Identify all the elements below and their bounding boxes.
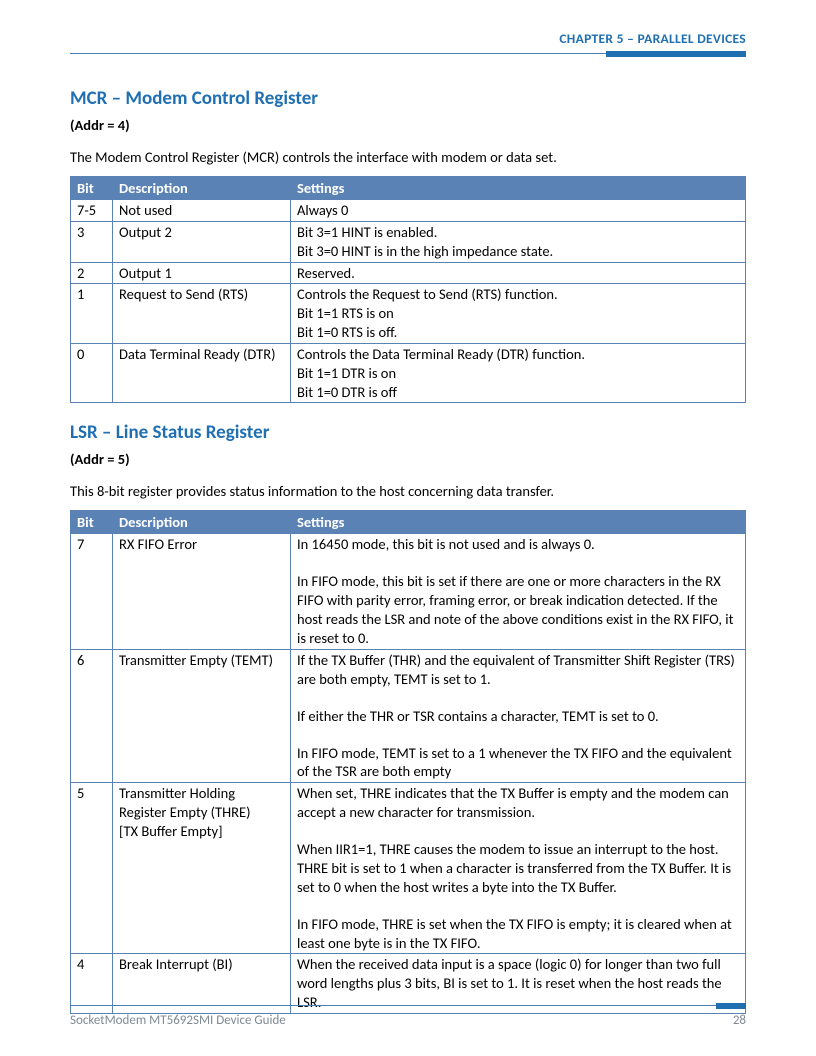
table-row: 3Output 2Bit 3=1 HINT is enabled.Bit 3=0… <box>71 221 746 262</box>
cell-bit: 1 <box>71 284 113 344</box>
cell-bit: 5 <box>71 783 113 954</box>
mcr-intro: The Modem Control Register (MCR) control… <box>70 148 746 166</box>
footer-rule <box>70 1003 746 1009</box>
cell-settings: If the TX Buffer (THR) and the equivalen… <box>291 649 746 782</box>
cell-description: RX FIFO Error <box>113 534 291 649</box>
table-header-row: Bit Description Settings <box>71 511 746 534</box>
cell-bit: 2 <box>71 262 113 284</box>
mcr-table: Bit Description Settings 7-5Not usedAlwa… <box>70 176 746 403</box>
footer-doc-title: SocketModem MT5692SMI Device Guide <box>70 1013 286 1028</box>
header-rule <box>70 51 746 57</box>
lsr-intro: This 8-bit register provides status info… <box>70 482 746 500</box>
table-row: 1Request to Send (RTS)Controls the Reque… <box>71 284 746 344</box>
cell-settings: Controls the Data Terminal Ready (DTR) f… <box>291 343 746 403</box>
cell-settings: When set, THRE indicates that the TX Buf… <box>291 783 746 954</box>
footer-page-number: 28 <box>733 1013 746 1028</box>
page-footer: SocketModem MT5692SMI Device Guide 28 <box>70 1003 746 1028</box>
table-row: 2Output 1Reserved. <box>71 262 746 284</box>
table-header-row: Bit Description Settings <box>71 177 746 200</box>
table-row: 6Transmitter Empty (TEMT)If the TX Buffe… <box>71 649 746 782</box>
cell-description: Request to Send (RTS) <box>113 284 291 344</box>
cell-description: Transmitter Empty (TEMT) <box>113 649 291 782</box>
cell-settings: Controls the Request to Send (RTS) funct… <box>291 284 746 344</box>
cell-bit: 7-5 <box>71 200 113 222</box>
col-desc: Description <box>113 511 291 534</box>
cell-settings: In 16450 mode, this bit is not used and … <box>291 534 746 649</box>
cell-description: Transmitter HoldingRegister Empty (THRE)… <box>113 783 291 954</box>
col-settings: Settings <box>291 511 746 534</box>
lsr-addr: (Addr = 5) <box>70 450 746 468</box>
cell-settings: Always 0 <box>291 200 746 222</box>
col-bit: Bit <box>71 177 113 200</box>
lsr-title: LSR – Line Status Register <box>70 421 746 444</box>
cell-settings: Bit 3=1 HINT is enabled.Bit 3=0 HINT is … <box>291 221 746 262</box>
cell-description: Not used <box>113 200 291 222</box>
table-row: 7-5Not usedAlways 0 <box>71 200 746 222</box>
cell-bit: 7 <box>71 534 113 649</box>
cell-bit: 3 <box>71 221 113 262</box>
col-bit: Bit <box>71 511 113 534</box>
col-desc: Description <box>113 177 291 200</box>
page-header: CHAPTER 5 – PARALLEL DEVICES <box>70 30 746 57</box>
cell-bit: 0 <box>71 343 113 403</box>
cell-bit: 6 <box>71 649 113 782</box>
cell-description: Data Terminal Ready (DTR) <box>113 343 291 403</box>
mcr-title: MCR – Modem Control Register <box>70 87 746 110</box>
cell-description: Output 1 <box>113 262 291 284</box>
table-row: 7RX FIFO ErrorIn 16450 mode, this bit is… <box>71 534 746 649</box>
chapter-label: CHAPTER 5 – PARALLEL DEVICES <box>70 30 746 51</box>
table-row: 5Transmitter HoldingRegister Empty (THRE… <box>71 783 746 954</box>
table-row: 0Data Terminal Ready (DTR)Controls the D… <box>71 343 746 403</box>
cell-settings: Reserved. <box>291 262 746 284</box>
lsr-table: Bit Description Settings 7RX FIFO ErrorI… <box>70 510 746 1014</box>
col-settings: Settings <box>291 177 746 200</box>
cell-description: Output 2 <box>113 221 291 262</box>
mcr-addr: (Addr = 4) <box>70 116 746 134</box>
